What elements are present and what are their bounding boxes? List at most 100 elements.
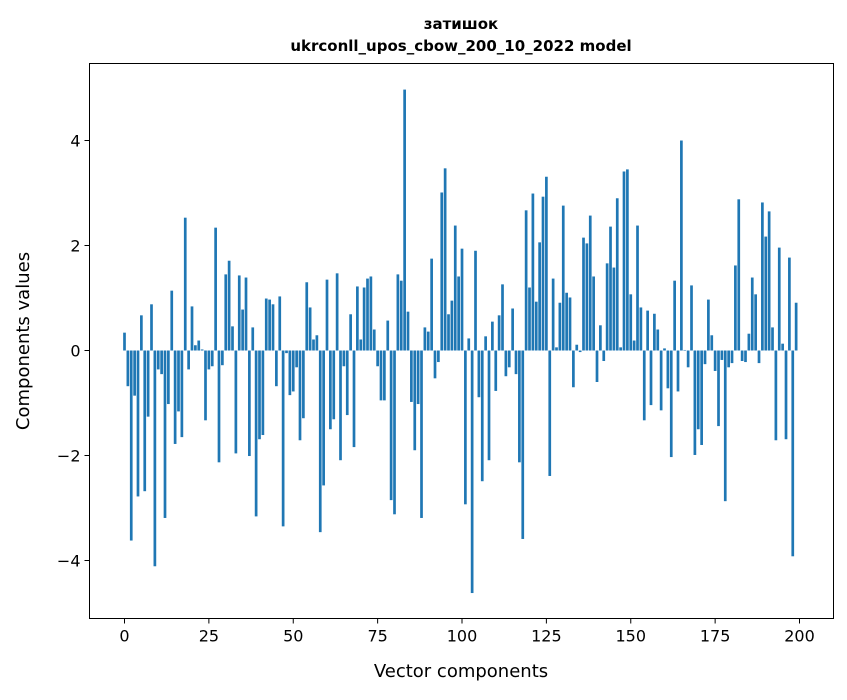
bar-180 — [730, 350, 734, 364]
bar-113 — [504, 350, 508, 377]
bar-17 — [180, 350, 184, 438]
bar-100 — [460, 248, 464, 351]
bar-25 — [207, 350, 211, 370]
bar-76 — [379, 350, 383, 401]
bar-16 — [177, 350, 180, 412]
bar-160 — [663, 348, 666, 351]
bar-122 — [534, 301, 538, 351]
y-axis-ticks: −4 −2 0 2 4 — [57, 132, 90, 570]
bar-199 — [794, 302, 798, 351]
bar-114 — [507, 350, 511, 368]
bar-81 — [396, 274, 400, 351]
bar-111 — [497, 315, 501, 351]
bar-119 — [524, 210, 528, 351]
bar-170 — [696, 350, 700, 430]
bar-186 — [750, 277, 754, 351]
bar-168 — [690, 285, 693, 351]
bar-124 — [541, 196, 545, 351]
bar-93 — [437, 350, 440, 363]
bar-7 — [146, 350, 150, 417]
bar-107 — [484, 336, 487, 351]
bar-148 — [622, 171, 626, 351]
bar-167 — [686, 350, 690, 368]
bar-88 — [420, 350, 423, 518]
x-axis-label: Vector components — [374, 661, 548, 682]
bar-127 — [551, 278, 555, 351]
bar-136 — [582, 237, 585, 351]
bar-140 — [595, 350, 599, 383]
x-tick-label: 100 — [447, 627, 478, 646]
bar-152 — [636, 225, 639, 351]
bar-161 — [666, 350, 670, 389]
bar-117 — [518, 350, 521, 463]
bar-173 — [707, 299, 710, 351]
bar-182 — [737, 199, 741, 351]
bar-133 — [572, 350, 575, 388]
bar-198 — [791, 350, 795, 557]
bar-59 — [322, 350, 325, 486]
bar-56 — [312, 339, 315, 351]
bar-162 — [669, 350, 673, 458]
bar-15 — [173, 350, 177, 444]
bar-112 — [501, 284, 504, 351]
x-tick-label: 0 — [119, 627, 129, 646]
bar-0 — [123, 332, 126, 351]
bar-71 — [362, 287, 366, 351]
bar-86 — [413, 350, 417, 451]
bar-96 — [447, 314, 450, 351]
bar-51 — [295, 350, 298, 368]
bar-20 — [190, 306, 194, 351]
bar-73 — [369, 276, 373, 351]
bar-9 — [153, 350, 157, 567]
bar-19 — [187, 350, 190, 370]
x-tick-label: 200 — [784, 627, 815, 646]
x-axis-ticks: 0 25 50 75 100 125 150 175 200 — [119, 618, 815, 646]
bar-67 — [349, 314, 352, 351]
bar-150 — [629, 294, 633, 351]
x-tick-label: 50 — [283, 627, 303, 646]
bar-191 — [767, 211, 771, 351]
bar-131 — [565, 292, 568, 351]
bar-70 — [359, 339, 363, 351]
bar-120 — [528, 287, 531, 351]
bar-132 — [568, 297, 572, 351]
bar-193 — [774, 350, 778, 441]
bar-68 — [352, 350, 356, 448]
bar-98 — [453, 225, 457, 351]
bar-5 — [140, 315, 143, 351]
bar-61 — [329, 350, 332, 430]
bar-38 — [251, 327, 255, 351]
bar-36 — [244, 277, 248, 351]
bar-90 — [426, 331, 430, 351]
y-tick-label: 2 — [70, 237, 80, 256]
x-tick-label: 125 — [531, 627, 562, 646]
bar-29 — [221, 350, 224, 366]
bar-146 — [615, 198, 619, 351]
bar-89 — [423, 327, 427, 351]
bar-116 — [514, 350, 518, 375]
bar-55 — [308, 307, 312, 351]
bar-83 — [403, 89, 406, 351]
bar-192 — [771, 327, 774, 351]
bar-101 — [464, 350, 467, 505]
bar-142 — [602, 350, 606, 362]
bar-50 — [291, 350, 295, 392]
bar-139 — [592, 276, 595, 351]
bar-35 — [241, 309, 244, 351]
bar-94 — [440, 192, 444, 351]
bar-109 — [491, 321, 494, 351]
bar-75 — [376, 350, 379, 367]
x-tick-label: 150 — [615, 627, 646, 646]
bar-79 — [389, 350, 393, 501]
bar-121 — [531, 193, 535, 351]
bar-40 — [258, 350, 261, 440]
bar-91 — [430, 258, 433, 351]
bar-175 — [713, 350, 717, 371]
bar-6 — [143, 350, 147, 492]
bar-44 — [271, 304, 275, 351]
bar-60 — [325, 279, 329, 351]
bar-190 — [764, 236, 768, 351]
bar-3 — [133, 350, 136, 396]
x-tick-label: 25 — [199, 627, 219, 646]
bar-106 — [480, 350, 484, 482]
